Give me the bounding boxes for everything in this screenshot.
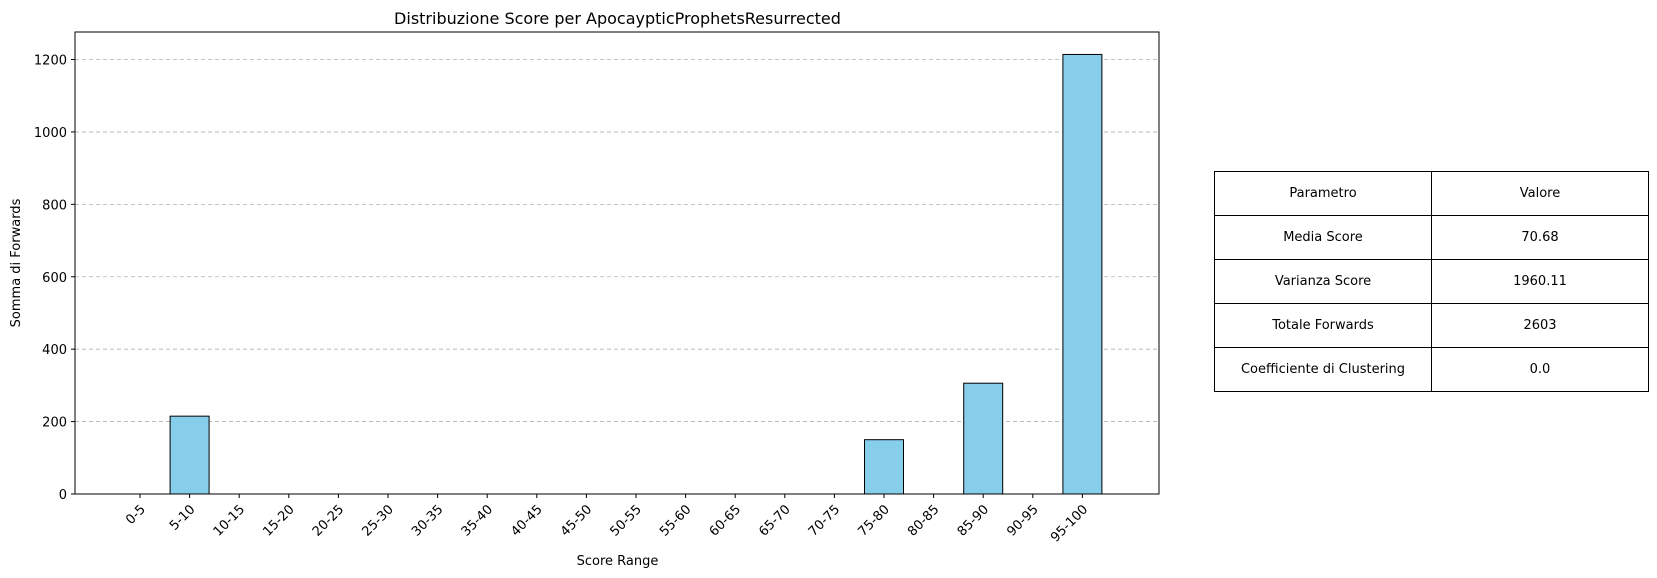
x-tick-label: 55-60 [657, 502, 694, 539]
x-tick-label: 90-95 [1004, 502, 1041, 539]
table-cell-value: 1960.11 [1431, 259, 1649, 304]
y-tick-label: 200 [42, 416, 67, 431]
x-tick-label: 0-5 [123, 502, 149, 528]
x-tick-label: 10-15 [211, 502, 248, 539]
y-tick-label: 1200 [34, 54, 67, 69]
table-row: Coefficiente di Clustering 0.0 [1214, 347, 1649, 392]
y-tick-label: 600 [42, 271, 67, 286]
table-cell-param: Totale Forwards [1214, 303, 1432, 348]
x-tick-label: 70-75 [806, 502, 843, 539]
table-cell-param: Varianza Score [1214, 259, 1432, 304]
x-tick-label: 65-70 [756, 502, 793, 539]
x-tick-label: 75-80 [856, 502, 893, 539]
bar-75-80 [864, 439, 904, 495]
table-cell-value: 2603 [1431, 303, 1649, 348]
x-tick-label: 60-65 [707, 502, 744, 539]
bar-85-90 [963, 382, 1004, 495]
table-header-parametro: Parametro [1214, 171, 1432, 216]
table-row: Varianza Score 1960.11 [1214, 259, 1649, 304]
x-axis-ticks: 0-5 5-10 10-15 15-20 20-25 25-30 30-35 35-40 40-… [123, 494, 1091, 545]
x-tick-label: 5-10 [167, 502, 198, 533]
x-tick-label: 35-40 [459, 502, 496, 539]
x-tick-label: 80-85 [905, 502, 942, 539]
x-tick-label: 85-90 [955, 502, 992, 539]
x-tick-label: 25-30 [360, 502, 397, 539]
x-tick-label: 45-50 [558, 502, 595, 539]
table-cell-param: Media Score [1214, 215, 1432, 260]
bar-95-100 [1062, 53, 1103, 495]
y-tick-label: 0 [59, 488, 67, 503]
x-tick-label: 40-45 [508, 502, 545, 539]
bars [169, 53, 1103, 495]
y-tick-label: 800 [42, 198, 67, 213]
chart-title: Distribuzione Score per ApocaypticProphe… [394, 9, 841, 28]
table-header-row: Parametro Valore [1214, 171, 1649, 216]
bar-5-10 [169, 415, 210, 495]
table-cell-value: 70.68 [1431, 215, 1649, 260]
table-header-valore: Valore [1431, 171, 1649, 216]
x-tick-label: 30-35 [409, 502, 446, 539]
y-tick-label: 400 [42, 343, 67, 358]
x-tick-label: 50-55 [608, 502, 645, 539]
table-row: Media Score 70.68 [1214, 215, 1649, 260]
x-tick-label: 95-100 [1048, 502, 1091, 545]
table-row: Totale Forwards 2603 [1214, 303, 1649, 348]
stats-table: Parametro Valore Media Score 70.68 Varia… [1214, 171, 1649, 392]
y-tick-label: 1000 [34, 126, 67, 141]
x-tick-label: 20-25 [310, 502, 347, 539]
x-tick-label: 15-20 [260, 502, 297, 539]
plot-area-frame [74, 31, 1160, 495]
y-axis-ticks: 0 200 400 600 800 1000 1200 [34, 54, 75, 503]
table-cell-param: Coefficiente di Clustering [1214, 347, 1432, 392]
table-cell-value: 0.0 [1431, 347, 1649, 392]
x-axis-label: Score Range [577, 554, 659, 569]
y-axis-label: Somma di Forwards [9, 198, 24, 327]
